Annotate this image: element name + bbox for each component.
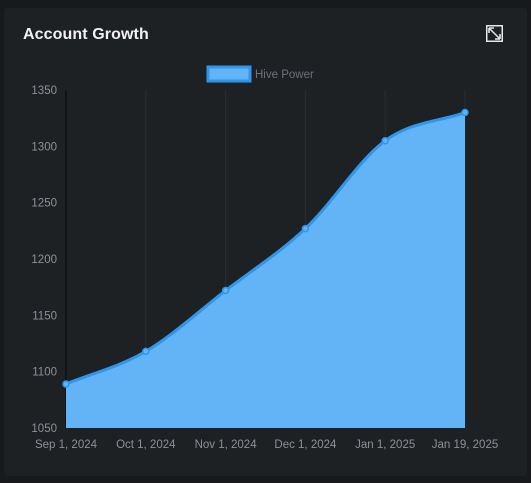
x-tick-label-5: Jan 19, 2025 — [432, 439, 499, 451]
series-line-hive-power — [65, 111, 466, 386]
data-point-1[interactable] — [142, 347, 150, 356]
data-point-3[interactable] — [301, 224, 310, 233]
y-tick-label-5: 1300 — [31, 141, 57, 153]
x-tick-label-3: Dec 1, 2024 — [274, 439, 337, 451]
area-layer — [62, 108, 469, 429]
legend-label-hive-power: Hive Power — [255, 69, 314, 81]
expand-icon[interactable] — [486, 25, 503, 42]
y-tick-label-0: 1050 — [31, 423, 57, 435]
y-tick-label-1: 1100 — [32, 367, 57, 379]
data-point-4[interactable] — [381, 136, 389, 145]
tick-layer: 1050 1100 1150 1200 1250 1300 1350 Sep 1, 2024 O… — [31, 85, 498, 451]
data-point-2[interactable] — [221, 286, 230, 295]
y-tick-label-2: 1150 — [32, 310, 57, 322]
area-fill-hive-power — [66, 112, 465, 429]
data-point-5[interactable] — [461, 108, 469, 117]
data-point-0[interactable] — [62, 380, 70, 388]
x-tick-label-4: Jan 1, 2025 — [355, 439, 415, 451]
x-tick-label-0: Sep 1, 2024 — [35, 439, 98, 451]
card-title: Account Growth — [23, 26, 149, 43]
legend-swatch-hive-power — [206, 65, 252, 83]
y-tick-label-6: 1350 — [31, 85, 57, 97]
x-tick-label-1: Oct 1, 2024 — [116, 439, 176, 451]
x-tick-label-2: Nov 1, 2024 — [195, 439, 258, 451]
y-tick-label-3: 1200 — [31, 254, 57, 266]
y-tick-label-4: 1250 — [31, 198, 57, 210]
legend[interactable]: Hive Power — [206, 65, 314, 83]
